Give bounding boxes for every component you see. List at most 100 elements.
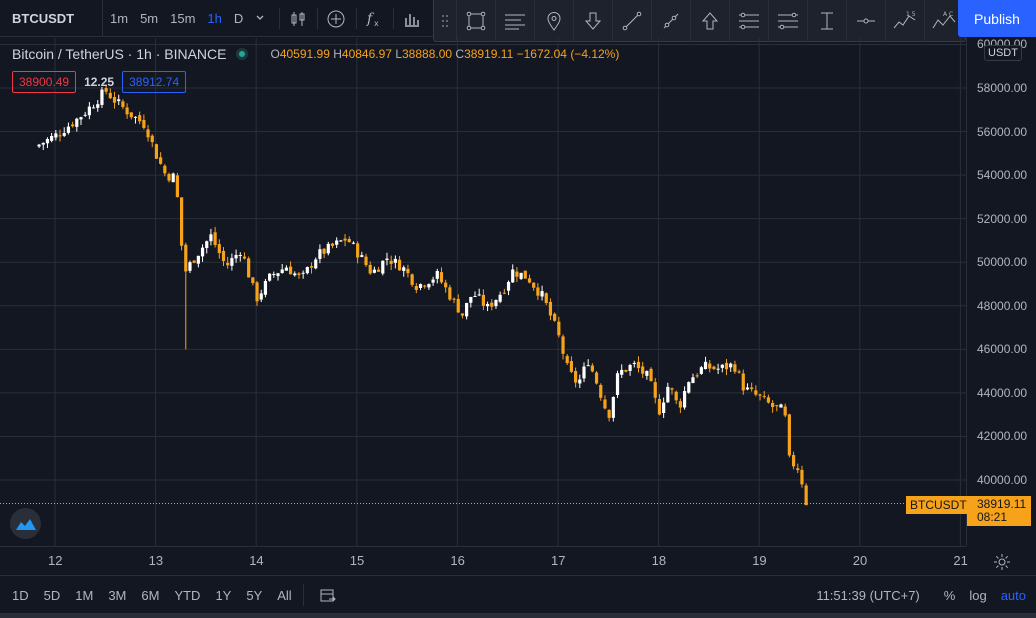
elliott-wave-icon[interactable]: 1 5: [885, 0, 924, 42]
time-tick-label: 15: [349, 553, 365, 568]
price-axis[interactable]: 60000.0058000.0056000.0054000.0052000.00…: [966, 37, 1036, 546]
candle-body: [452, 298, 456, 300]
series-title[interactable]: Bitcoin / TetherUS · 1h · BINANCE: [12, 46, 227, 62]
percent-scale-toggle[interactable]: %: [943, 588, 956, 603]
rectangle-tool-icon[interactable]: [456, 0, 495, 42]
range-5d[interactable]: 5D: [43, 588, 61, 603]
candle-body: [276, 273, 280, 277]
publish-button[interactable]: Publish: [958, 0, 1036, 37]
candle-body: [242, 256, 247, 259]
interval-15m[interactable]: 15m: [170, 11, 196, 26]
candle-body: [691, 377, 695, 384]
parallel-channel-icon[interactable]: [729, 0, 768, 42]
candle-body: [129, 112, 133, 118]
candle-body: [314, 259, 318, 269]
candle-body: [641, 366, 645, 374]
candle-body: [532, 282, 536, 288]
candle-body: [737, 371, 741, 373]
candle-body: [112, 97, 117, 103]
candle-body: [448, 287, 452, 300]
bid-price[interactable]: 38900.49: [12, 71, 77, 93]
compare-add-icon[interactable]: [318, 0, 354, 37]
horizontal-lines-tool-icon[interactable]: [495, 0, 534, 42]
interval-d[interactable]: D: [233, 11, 244, 26]
candle-body: [91, 107, 96, 109]
candle-body: [376, 269, 381, 272]
tradingview-logo-icon[interactable]: [10, 508, 41, 539]
range-ytd[interactable]: YTD: [174, 588, 201, 603]
candle-body: [66, 126, 71, 133]
candle-body: [62, 133, 66, 136]
range-1y[interactable]: 1Y: [215, 588, 232, 603]
financials-icon[interactable]: [394, 0, 430, 37]
candle-body: [754, 390, 758, 395]
candle-body: [356, 243, 360, 258]
candle-body: [364, 256, 368, 266]
candle-body: [657, 399, 662, 415]
candle-body: [586, 365, 590, 367]
candle-body: [209, 234, 213, 242]
candle-body: [79, 117, 83, 120]
interval-dropdown-icon[interactable]: [249, 11, 271, 26]
candle-body: [666, 386, 670, 403]
chart-type-candles-icon[interactable]: [280, 0, 316, 37]
candle-body: [649, 368, 653, 382]
range-1m[interactable]: 1M: [75, 588, 94, 603]
price-range-icon[interactable]: [768, 0, 807, 42]
close-label: C: [455, 47, 465, 61]
candle-body: [293, 273, 297, 276]
candlestick-chart[interactable]: [0, 38, 966, 546]
auto-scale-toggle[interactable]: auto: [1000, 588, 1026, 603]
drag-handle-icon[interactable]: [434, 0, 456, 42]
range-3m[interactable]: 3M: [108, 588, 127, 603]
settings-gear-icon[interactable]: [992, 552, 1012, 572]
candle-body: [565, 355, 569, 364]
range-5y[interactable]: 5Y: [246, 588, 263, 603]
chart-pane[interactable]: [0, 38, 966, 546]
log-scale-toggle[interactable]: log: [969, 588, 987, 603]
vertical-measure-icon[interactable]: [807, 0, 846, 42]
candle-body: [561, 336, 565, 354]
range-1d[interactable]: 1D: [12, 588, 29, 603]
interval-1m[interactable]: 1m: [110, 11, 129, 26]
time-axis[interactable]: 12 13 14 15 16 17 18 19 20 21: [0, 546, 968, 574]
currency-label[interactable]: USDT: [984, 45, 1022, 61]
map-pin-icon[interactable]: [534, 0, 573, 42]
candle-body: [410, 274, 414, 285]
candle-body: [247, 258, 251, 278]
candle-body: [439, 272, 444, 283]
abc-pattern-icon[interactable]: A C: [924, 0, 963, 42]
candle-body: [787, 414, 791, 456]
candle-body: [205, 241, 209, 248]
candle-body: [435, 271, 439, 279]
candle-body: [330, 243, 335, 246]
candle-body: [624, 369, 628, 372]
trend-line-icon[interactable]: [612, 0, 651, 42]
go-to-date-icon[interactable]: [318, 586, 338, 606]
candle-body: [150, 135, 154, 143]
interval-5m[interactable]: 5m: [140, 11, 159, 26]
symbol-search-button[interactable]: BTCUSDT: [0, 0, 103, 37]
candle-body: [372, 269, 377, 273]
high-value: 40846.97: [341, 47, 392, 61]
candle-body: [196, 255, 200, 264]
svg-text:A C: A C: [943, 11, 953, 18]
arrow-up-icon[interactable]: [690, 0, 729, 42]
candle-body: [750, 387, 754, 390]
ask-price[interactable]: 38912.74: [122, 71, 187, 93]
arrow-down-icon[interactable]: [573, 0, 612, 42]
range-all[interactable]: All: [277, 588, 292, 603]
candle-body: [255, 282, 259, 302]
interval-1h[interactable]: 1h: [207, 11, 222, 26]
ray-line-icon[interactable]: [651, 0, 690, 42]
timezone-clock[interactable]: 11:51:39 (UTC+7): [816, 588, 920, 603]
range-6m[interactable]: 6M: [141, 588, 160, 603]
candle-body: [37, 144, 41, 147]
close-value: 38919.11: [464, 47, 514, 61]
candle-body: [154, 144, 159, 159]
horizontal-ray-icon[interactable]: [846, 0, 885, 42]
candle-body: [402, 267, 406, 271]
candle-body: [431, 279, 435, 283]
candle-body: [259, 293, 263, 300]
